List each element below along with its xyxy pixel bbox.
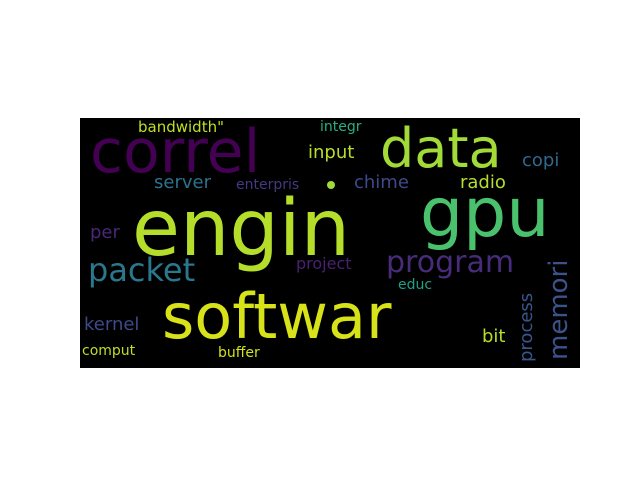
word-process: process: [516, 292, 537, 362]
word-engin: engin: [132, 184, 351, 274]
word-packet: packet: [88, 251, 196, 289]
word-comput: comput: [82, 343, 136, 359]
word-chime: chime: [354, 172, 409, 193]
word-cloud: softwar engin gpu correl data packet pro…: [80, 118, 580, 368]
word-educ: educ: [398, 277, 433, 293]
word-bit: bit: [482, 326, 506, 347]
word-per: per: [90, 222, 120, 243]
word-gpu: gpu: [420, 174, 550, 253]
word-input: input: [308, 142, 355, 163]
word-enterpris: enterpris: [236, 177, 300, 193]
word-copi: copi: [522, 150, 560, 171]
word-kernel: kernel: [84, 314, 140, 335]
word-correl: correl: [90, 118, 261, 187]
word-data: data: [380, 118, 502, 180]
word-project: project: [296, 254, 352, 273]
word-softwar: softwar: [162, 280, 392, 353]
word-memori: memori: [544, 259, 574, 360]
word-program: program: [386, 245, 515, 280]
word-radio: radio: [460, 172, 506, 193]
word-server: server: [154, 172, 211, 193]
word-bandwidth: bandwidth": [138, 118, 224, 136]
dot-mark: [327, 181, 335, 189]
word-integr: integr: [320, 119, 362, 135]
word-buffer: buffer: [218, 345, 260, 361]
